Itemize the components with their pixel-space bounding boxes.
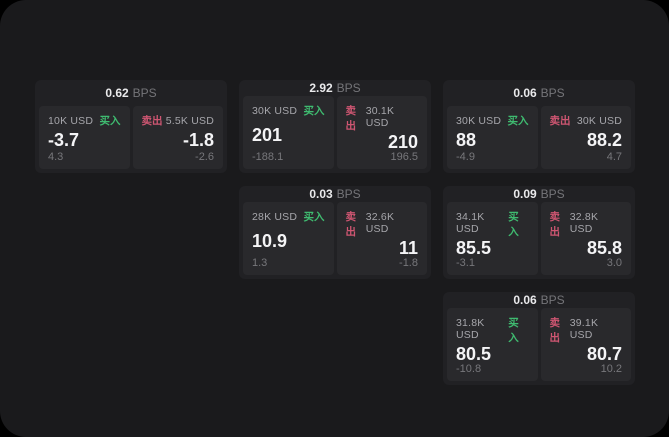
sell-side-label: 卖出: [141, 115, 163, 127]
spread-value: 2.92: [309, 81, 333, 95]
buy-delta: -3.1: [456, 257, 475, 269]
spread-unit: BPS: [336, 81, 361, 95]
spread-unit: BPS: [132, 86, 157, 100]
sell-panel[interactable]: 卖出 30K USD 88.2 4.7: [540, 106, 631, 169]
buy-size-label: 30K USD: [456, 115, 502, 127]
sell-panel[interactable]: 卖出 32.8K USD 85.8 3.0: [540, 202, 631, 275]
sell-delta: 10.2: [600, 363, 622, 375]
sell-panel[interactable]: 卖出 39.1K USD 80.7 10.2: [540, 308, 631, 381]
sell-side-label: 卖出: [549, 317, 561, 344]
spread-header: 0.06 BPS: [443, 292, 635, 308]
spread-unit: BPS: [540, 293, 565, 307]
sell-price: 88.2: [586, 129, 622, 150]
sell-delta: -1.8: [399, 257, 418, 269]
quote-card: 2.92 BPS 30K USD 买入 201 -188.1 卖出 30.1K …: [239, 80, 431, 173]
spread-value: 0.03: [309, 187, 333, 201]
buy-price: 80.5: [456, 344, 492, 364]
quote-card: 0.03 BPS 28K USD 买入 10.9 1.3 卖出 32.6K US…: [239, 186, 431, 279]
sell-delta: -2.6: [195, 151, 214, 163]
sell-side-label: 卖出: [549, 115, 571, 127]
buy-delta: -188.1: [252, 151, 284, 163]
buy-size-label: 30K USD: [252, 105, 298, 117]
spread-header: 0.09 BPS: [443, 186, 635, 202]
spread-unit: BPS: [336, 187, 361, 201]
buy-panel[interactable]: 10K USD 买入 -3.7 4.3: [39, 106, 130, 169]
buy-side-label: 买入: [507, 115, 529, 127]
buy-size-label: 34.1K USD: [456, 211, 485, 235]
sell-price: -1.8: [182, 129, 214, 150]
sell-price: 11: [398, 238, 418, 258]
buy-size-label: 10K USD: [48, 115, 94, 127]
quote-card: 0.06 BPS 30K USD 买入 88 -4.9 卖出 30K USD: [443, 80, 635, 173]
buy-side-label: 买入: [303, 211, 325, 223]
spread-header: 2.92 BPS: [239, 80, 431, 96]
quote-card: 0.09 BPS 34.1K USD 买入 85.5 -3.1 卖出 32.8K…: [443, 186, 635, 279]
spread-value: 0.06: [513, 86, 537, 100]
sell-price: 80.7: [586, 344, 622, 364]
sell-size-label: 5.5K USD: [165, 115, 214, 127]
sell-side-label: 卖出: [345, 105, 357, 132]
buy-size-label: 31.8K USD: [456, 317, 485, 341]
spread-value: 0.09: [513, 187, 537, 201]
sell-panel[interactable]: 卖出 32.6K USD 11 -1.8: [336, 202, 427, 275]
spread-header: 0.62 BPS: [35, 80, 227, 106]
sell-size-label: 30.1K USD: [365, 105, 395, 129]
buy-delta: -4.9: [456, 151, 475, 163]
sell-price: 85.8: [586, 238, 622, 258]
sell-delta: 4.7: [606, 151, 622, 163]
buy-price: 88: [456, 129, 477, 150]
buy-price: 10.9: [252, 230, 288, 251]
buy-panel[interactable]: 30K USD 买入 88 -4.9: [447, 106, 538, 169]
quote-card: 0.62 BPS 10K USD 买入 -3.7 4.3 卖出 5.5K USD: [35, 80, 227, 173]
spread-header: 0.06 BPS: [443, 80, 635, 106]
sell-size-label: 32.8K USD: [569, 211, 599, 235]
buy-price: 201: [252, 124, 283, 145]
spread-unit: BPS: [540, 187, 565, 201]
sell-delta: 3.0: [606, 257, 622, 269]
buy-delta: 4.3: [48, 151, 64, 163]
spread-value: 0.06: [513, 293, 537, 307]
sell-panel[interactable]: 卖出 5.5K USD -1.8 -2.6: [132, 106, 223, 169]
buy-side-label: 买入: [508, 211, 519, 238]
buy-panel[interactable]: 31.8K USD 买入 80.5 -10.8: [447, 308, 538, 381]
quote-grid: 0.62 BPS 10K USD 买入 -3.7 4.3 卖出 5.5K USD: [35, 80, 635, 385]
sell-price: 210: [387, 132, 418, 152]
buy-price: -3.7: [48, 129, 80, 150]
spread-value: 0.62: [105, 86, 129, 100]
spread-unit: BPS: [540, 86, 565, 100]
sell-delta: 196.5: [390, 151, 418, 163]
buy-delta: 1.3: [252, 257, 268, 269]
sell-size-label: 32.6K USD: [365, 211, 395, 235]
buy-side-label: 买入: [508, 317, 519, 344]
buy-side-label: 买入: [303, 105, 325, 117]
buy-panel[interactable]: 34.1K USD 买入 85.5 -3.1: [447, 202, 538, 275]
buy-delta: -10.8: [456, 363, 482, 375]
buy-side-label: 买入: [99, 115, 121, 127]
sell-side-label: 卖出: [549, 211, 561, 238]
spread-header: 0.03 BPS: [239, 186, 431, 202]
sell-side-label: 卖出: [345, 211, 357, 238]
buy-panel[interactable]: 28K USD 买入 10.9 1.3: [243, 202, 334, 275]
quote-card: 0.06 BPS 31.8K USD 买入 80.5 -10.8 卖出 39.1…: [443, 292, 635, 385]
sell-size-label: 30K USD: [576, 115, 622, 127]
sell-size-label: 39.1K USD: [569, 317, 599, 341]
buy-size-label: 28K USD: [252, 211, 298, 223]
sell-panel[interactable]: 卖出 30.1K USD 210 196.5: [336, 96, 427, 169]
buy-panel[interactable]: 30K USD 买入 201 -188.1: [243, 96, 334, 169]
buy-price: 85.5: [456, 238, 492, 258]
